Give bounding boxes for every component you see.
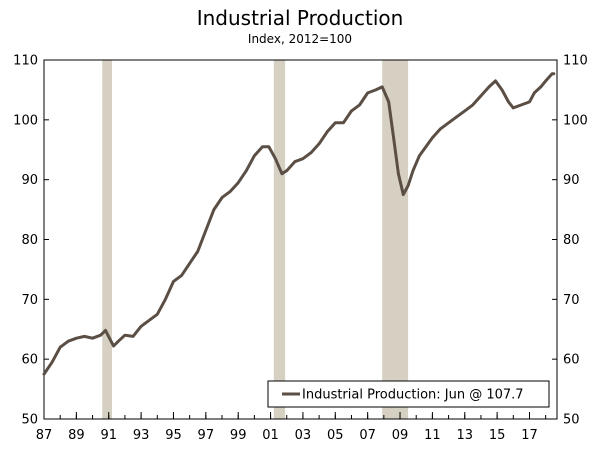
x-tick-label-87: 87 [36,428,53,443]
x-tick-label-17: 17 [521,428,538,443]
legend-label: Industrial Production: Jun @ 107.7 [302,388,524,403]
x-tick-label-05: 05 [327,428,344,443]
y-tick-label-right-80: 80 [563,233,580,248]
y-tick-label-left-90: 90 [21,173,38,188]
y-tick-label-right-50: 50 [563,413,580,428]
x-tick-label-13: 13 [456,428,473,443]
x-tick-label-99: 99 [230,428,247,443]
y-tick-label-right-110: 110 [563,54,588,69]
recession-band-0 [102,60,112,419]
x-tick-label-11: 11 [424,428,441,443]
axis-ticks: 50 50 60 60 70 70 80 80 90 90 100 100 110 110 87 89 91 93… [13,54,588,444]
y-tick-label-right-60: 60 [563,353,580,368]
recession-bands [102,60,409,419]
y-tick-label-left-50: 50 [21,413,38,428]
x-tick-label-91: 91 [100,428,117,443]
y-tick-label-left-80: 80 [21,233,38,248]
y-tick-label-left-70: 70 [21,293,38,308]
x-tick-label-15: 15 [489,428,506,443]
legend: Industrial Production: Jun @ 107.7 [267,380,550,408]
y-tick-label-right-100: 100 [563,113,588,128]
y-tick-label-left-100: 100 [13,113,38,128]
x-tick-label-09: 09 [392,428,409,443]
x-tick-label-89: 89 [68,428,85,443]
x-tick-label-97: 97 [198,428,215,443]
plot-area-frame [43,59,558,420]
chart-title: Industrial Production [196,6,404,30]
y-tick-label-left-110: 110 [13,54,38,69]
legend-box [267,380,550,408]
x-tick-label-95: 95 [165,428,182,443]
y-tick-label-right-90: 90 [563,173,580,188]
series-layer [42,72,556,376]
x-tick-label-01: 01 [262,428,279,443]
x-tick-label-93: 93 [133,428,150,443]
series-line-industrial-production [42,72,556,376]
x-tick-label-07: 07 [359,428,376,443]
recession-band-1 [273,60,286,419]
y-tick-label-left-60: 60 [21,353,38,368]
y-tick-label-right-70: 70 [563,293,580,308]
x-tick-label-03: 03 [295,428,312,443]
chart-subtitle: Index, 2012=100 [247,32,353,46]
recession-band-2 [382,60,409,419]
